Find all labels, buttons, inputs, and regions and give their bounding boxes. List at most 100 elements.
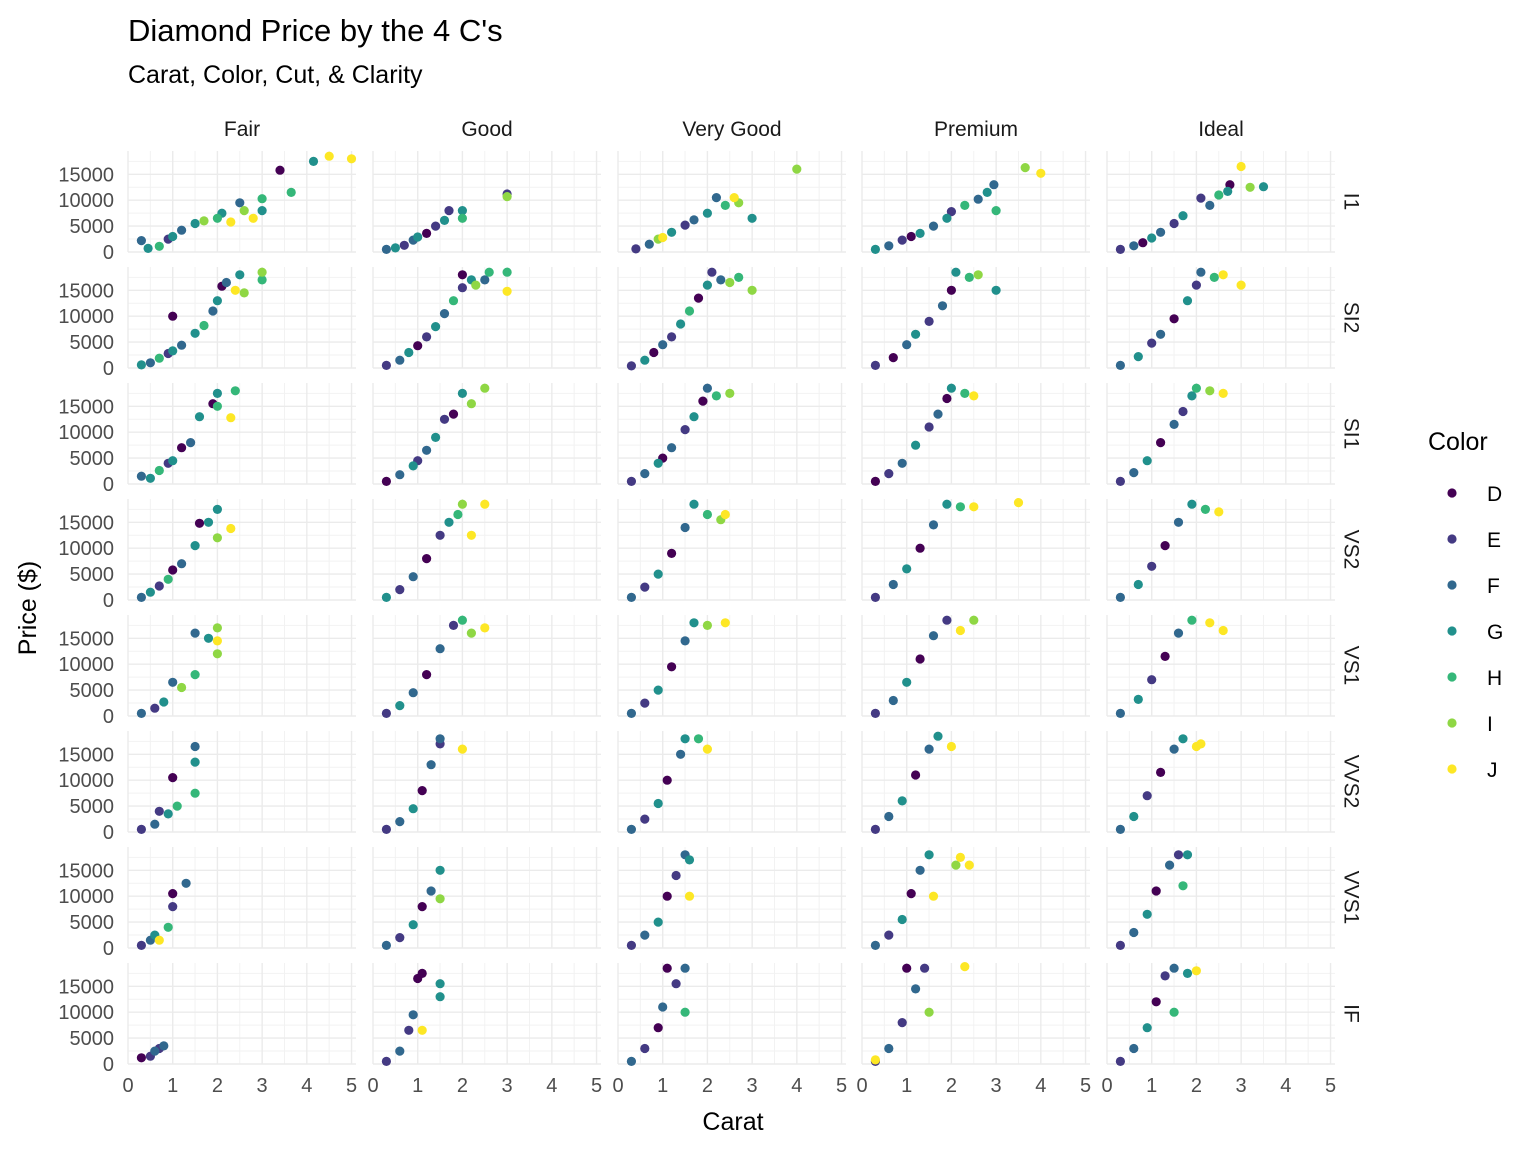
strip-label-row: SI1 <box>1339 418 1362 450</box>
data-point <box>937 301 948 311</box>
data-point <box>653 1023 663 1033</box>
data-point <box>702 383 713 393</box>
legend-key <box>1447 488 1457 498</box>
data-point <box>1165 860 1175 870</box>
data-point <box>897 458 907 468</box>
data-point <box>413 341 423 351</box>
data-point <box>693 293 704 303</box>
facet-panel <box>372 499 601 601</box>
panel-points <box>626 267 757 371</box>
data-point <box>346 154 357 164</box>
data-point <box>212 388 222 398</box>
data-point <box>190 741 200 752</box>
data-point <box>168 346 178 356</box>
data-point <box>1115 360 1125 370</box>
facet-panel <box>372 963 601 1065</box>
data-point <box>640 814 650 824</box>
y-tick-label: 10000 <box>58 422 114 444</box>
data-point <box>186 438 196 448</box>
data-point <box>1129 241 1139 251</box>
y-tick-label: 15000 <box>58 976 114 998</box>
y-tick-label: 15000 <box>58 744 114 766</box>
data-point <box>190 541 200 551</box>
data-point <box>702 509 713 520</box>
strip-label-row: VS1 <box>1339 646 1362 686</box>
data-point <box>946 383 957 393</box>
data-point <box>626 361 637 371</box>
data-point <box>168 902 178 912</box>
data-point <box>324 151 334 161</box>
data-point <box>136 940 146 951</box>
data-point <box>1147 233 1157 243</box>
data-point <box>1115 476 1125 486</box>
data-point <box>177 682 187 693</box>
facet-panel <box>617 847 846 949</box>
y-axis-title: Price ($) <box>14 561 42 655</box>
data-point <box>1178 211 1188 221</box>
panel-points <box>870 962 970 1066</box>
data-point <box>684 306 695 316</box>
data-point <box>1133 694 1143 705</box>
y-tick-label: 5000 <box>70 1028 115 1050</box>
data-point <box>1205 618 1215 628</box>
y-tick-label: 10000 <box>58 538 114 560</box>
panel-points <box>870 383 979 486</box>
panel-points <box>136 151 357 253</box>
x-axis-title: Carat <box>702 1108 763 1136</box>
data-point <box>168 677 178 687</box>
data-point <box>707 267 717 277</box>
data-point <box>502 192 512 202</box>
data-point <box>653 569 663 579</box>
y-tick-label: 10000 <box>58 886 114 908</box>
legend-label: D <box>1487 483 1502 506</box>
data-point <box>286 187 296 197</box>
data-point <box>159 1041 169 1051</box>
data-point <box>150 819 160 829</box>
data-point <box>928 520 939 530</box>
facet-panel <box>617 615 846 717</box>
data-point <box>1214 507 1224 517</box>
data-point <box>640 355 650 365</box>
y-tick-label: 0 <box>103 706 114 728</box>
strip-label-row: VS2 <box>1339 530 1362 570</box>
data-point <box>257 194 267 204</box>
data-point <box>680 220 690 230</box>
data-point <box>172 801 182 811</box>
data-point <box>969 615 979 625</box>
data-point <box>1115 824 1125 835</box>
data-point <box>870 940 881 951</box>
data-point <box>1187 615 1197 625</box>
data-point <box>1169 419 1179 429</box>
data-point <box>911 440 921 450</box>
data-point <box>150 703 160 713</box>
x-tick-label: 0 <box>1101 1075 1112 1097</box>
data-point <box>1115 940 1125 951</box>
data-point <box>275 165 285 175</box>
data-point <box>689 618 699 628</box>
x-tick-label: 5 <box>346 1075 357 1097</box>
x-tick-label: 1 <box>657 1075 668 1097</box>
data-point <box>667 332 677 342</box>
facet-panel <box>372 731 601 833</box>
data-point <box>466 399 476 409</box>
x-tick-label: 4 <box>546 1075 557 1097</box>
data-point <box>408 461 418 471</box>
data-point <box>1169 1007 1179 1017</box>
data-point <box>395 817 405 827</box>
data-point <box>154 465 164 476</box>
data-point <box>702 208 713 218</box>
data-point <box>212 401 222 411</box>
data-point <box>1191 280 1201 290</box>
data-point <box>203 517 214 527</box>
data-point <box>395 701 405 711</box>
data-point <box>991 206 1001 216</box>
data-point <box>435 865 445 875</box>
data-point <box>466 628 476 638</box>
data-point <box>658 340 668 350</box>
data-point <box>928 221 939 231</box>
data-point <box>969 391 979 401</box>
panel-points <box>136 878 191 951</box>
data-point <box>1178 734 1188 744</box>
data-point <box>906 889 916 899</box>
y-tick-label: 15000 <box>58 280 114 302</box>
